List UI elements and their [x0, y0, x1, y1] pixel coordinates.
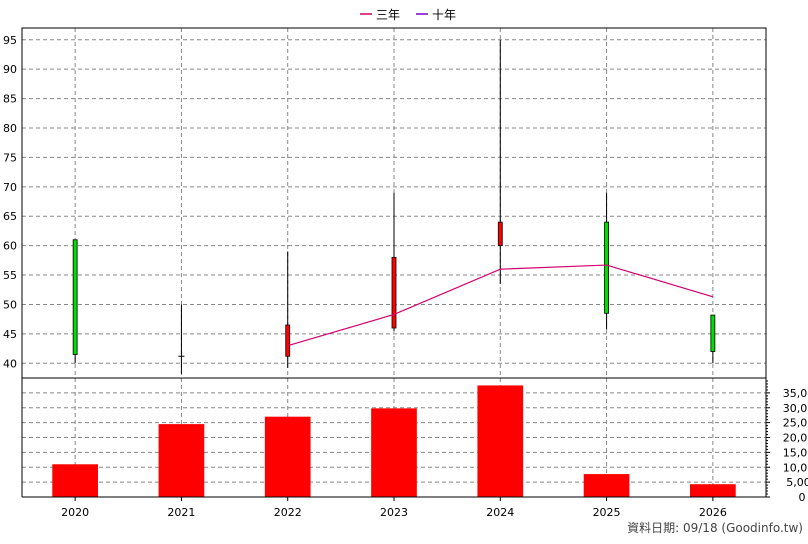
price-panel: 40 45 50 55 60 65 70 75 80 85 90 95 — [3, 27, 767, 497]
price-tick-label: 65 — [3, 210, 17, 223]
volume-tick-label: 5,000 — [786, 476, 808, 489]
volume-tick-label: 0 — [799, 491, 806, 504]
price-tick-label: 50 — [3, 298, 17, 311]
price-tick-label: 80 — [3, 122, 17, 135]
x-tick-label-2024: 2024 — [486, 506, 514, 519]
x-tick-label-2020: 2020 — [61, 506, 89, 519]
x-tick-label-2022: 2022 — [274, 506, 302, 519]
volume-bar-2022 — [264, 416, 311, 497]
volume-bar-2025 — [583, 474, 630, 497]
volume-tick-label: 30,000 — [783, 402, 808, 415]
volume-tick-label: 35,000 — [783, 387, 808, 400]
volume-panel: 0 5,000 10,000 15,00020,000 25,000 30,000 35,0… — [21, 378, 808, 504]
legend-label-十年: 十年 — [432, 8, 456, 22]
legend-label-三年: 三年 — [376, 8, 400, 22]
price-tick-label: 45 — [3, 328, 17, 341]
volume-bar-2024 — [477, 385, 524, 497]
x-tick-label-2023: 2023 — [380, 506, 408, 519]
volume-tick-label: 25,000 — [783, 417, 808, 430]
volume-bar-2020 — [52, 464, 98, 497]
volume-tick-label: 15,000 — [783, 446, 808, 459]
price-tick-label: 60 — [3, 240, 17, 253]
x-tick-label-2021: 2021 — [167, 506, 195, 519]
source-note: 資料日期: 09/18 (Goodinfo.tw) — [627, 521, 803, 535]
price-tick-label: 55 — [3, 269, 17, 282]
x-axis: 2020 2021 2022 2023 2024 2025 2026 — [61, 497, 727, 519]
price-tick-label: 90 — [3, 63, 17, 76]
price-tick-label: 95 — [3, 34, 17, 47]
volume-bar-2023 — [371, 408, 417, 497]
price-tick-label: 75 — [3, 151, 17, 164]
volume-bar-2026 — [690, 484, 736, 497]
volume-tick-label: 10,000 — [783, 461, 808, 474]
price-tick-label: 85 — [3, 93, 17, 106]
candle-body-2023 — [391, 257, 397, 329]
volume-tick-label: 20,000 — [783, 432, 808, 445]
price-tick-label: 40 — [3, 357, 17, 370]
x-tick-label-2026: 2026 — [699, 506, 727, 519]
volume-bar-2021 — [158, 424, 205, 497]
candle-body-2026 — [710, 314, 716, 352]
candle-body-2025 — [604, 221, 609, 314]
candle-body-2024 — [497, 221, 503, 247]
price-tick-label: 70 — [3, 181, 17, 194]
price-frame — [21, 27, 767, 379]
candle-body-2022 — [285, 324, 291, 357]
x-tick-label-2025: 2025 — [593, 506, 621, 519]
series-line-三年 — [287, 264, 714, 347]
legend: 三年 十年 — [360, 8, 456, 22]
candle-body-2020 — [72, 239, 78, 355]
